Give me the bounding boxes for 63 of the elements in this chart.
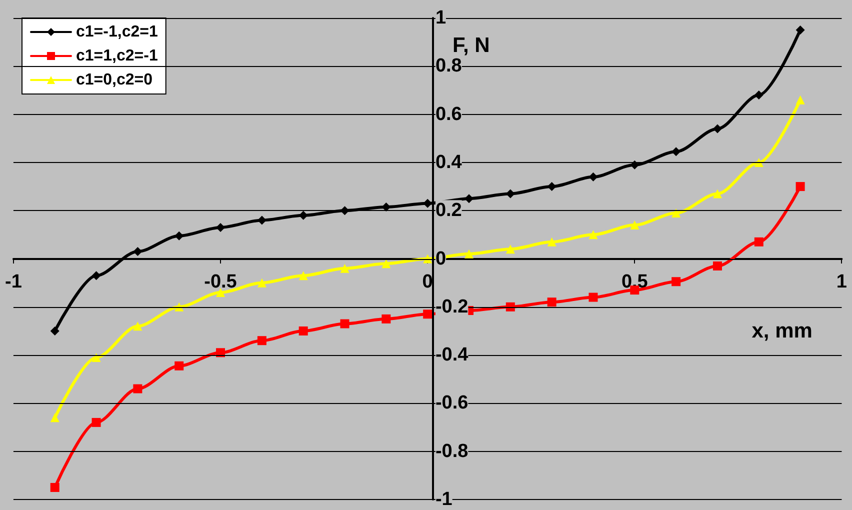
point [174,302,184,312]
point [796,182,805,192]
x-tick-label: 1 [836,272,848,292]
point [712,124,722,134]
point [50,482,60,492]
point [340,319,350,328]
point [796,26,805,35]
y-tick-label: -0.8 [435,440,468,462]
y-tick-label: 1 [435,8,446,28]
point [672,208,681,218]
point [340,264,350,273]
y-tick-label: -1 [435,489,453,510]
point [796,95,805,104]
y-tick-label: -0.2 [435,296,468,318]
point [754,237,764,246]
legend-label: c1=-1,c2=1 [76,24,158,40]
point [50,326,60,336]
point [547,182,556,192]
point [588,230,598,240]
point [257,278,266,288]
point [133,322,142,331]
point [382,259,391,268]
point [174,361,184,370]
x-axis-title: x, mm [752,320,812,342]
point [92,418,101,427]
point [588,292,598,302]
point [298,271,308,280]
point [382,314,391,324]
point [547,237,556,246]
y-tick-label: 0.4 [435,152,462,173]
point [216,288,226,297]
point [672,277,681,286]
point [547,298,556,307]
point [423,310,432,319]
point [506,244,515,254]
point [133,247,142,256]
y-tick-label: -0.4 [435,344,469,366]
point [630,220,640,230]
point [423,254,432,264]
point [464,249,474,258]
point [754,90,764,100]
point [50,413,60,422]
point [92,352,101,362]
point [133,384,142,394]
point [92,271,101,280]
y-tick-label: 0.8 [435,56,462,77]
x-tick-label: -1 [4,272,22,292]
point [672,147,681,156]
point [754,158,764,167]
point [257,336,266,346]
y-axis-title: F, N [452,34,490,57]
point [298,326,308,336]
legend-label: c1=0,c2=0 [76,72,153,88]
legend-label: c1=1,c2=-1 [76,48,158,64]
x-tick-label: 0 [422,272,433,292]
x-tick-label: 0.5 [621,272,648,292]
y-tick-label: -0.6 [435,392,468,414]
point [712,261,722,270]
y-tick-label: 0 [435,248,446,270]
point [712,189,722,198]
y-tick-label: 0.2 [435,200,462,222]
y-tick-label: 0.6 [435,104,462,125]
x-tick-label: -0.5 [204,272,238,292]
